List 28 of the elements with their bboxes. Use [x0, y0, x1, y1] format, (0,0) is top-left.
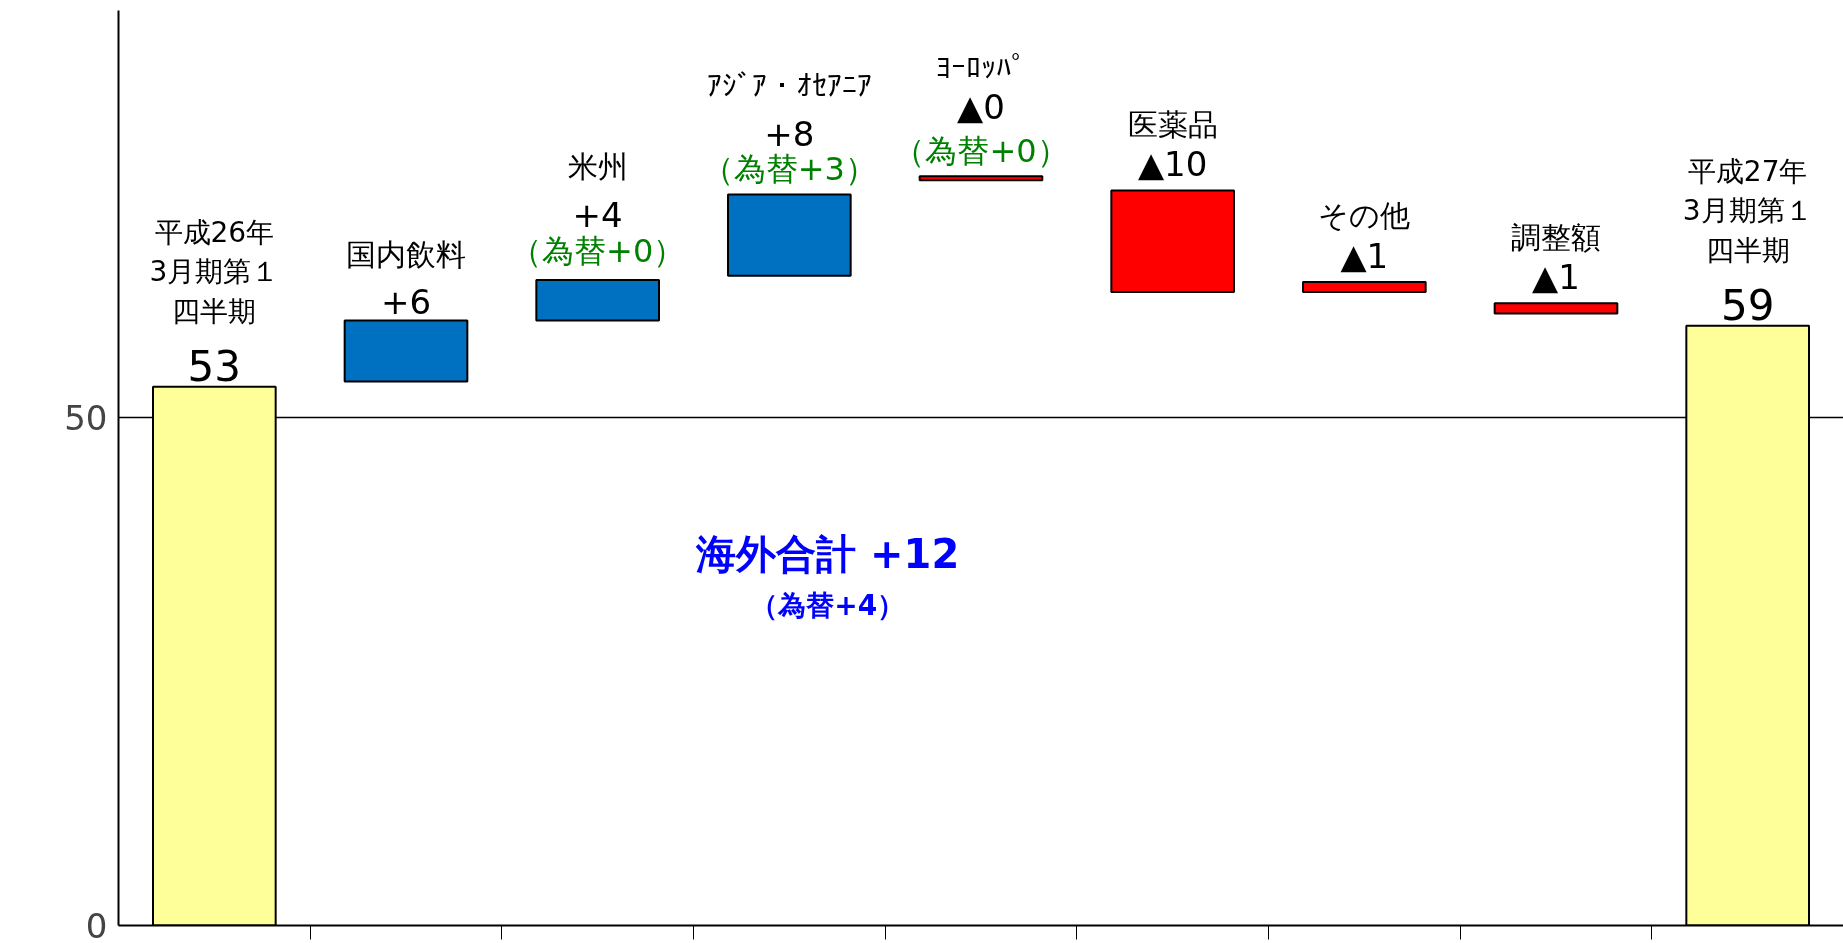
x-tick-label: 米州: [567, 149, 628, 185]
bar: [535, 278, 660, 322]
annotation: （為替+4）: [750, 588, 906, 622]
data-label: 59: [1720, 280, 1775, 330]
bar: [727, 193, 852, 277]
data-label: ▲10: [1137, 144, 1208, 185]
x-tick-label: その他: [1318, 198, 1411, 234]
data-label: ▲1: [1532, 257, 1580, 298]
y-tick-label: 0: [85, 906, 108, 943]
x-tick-label: 医薬品: [1127, 106, 1218, 142]
bar: [343, 319, 469, 383]
data-label: +6: [380, 282, 432, 323]
y-tick-label: 50: [64, 397, 108, 438]
data-label: 53: [187, 341, 242, 391]
x-tick-label: 平成27年3月期第１四半期: [1682, 154, 1813, 267]
x-tick-label: 調整額: [1511, 219, 1601, 255]
data-label: ▲0: [957, 87, 1005, 128]
bar: [1493, 302, 1619, 315]
bar: [1110, 189, 1235, 294]
x-tick-label: 国内飲料: [346, 236, 466, 272]
x-tick-label: ｱｼﾞｱ・ｵｾｱﾆｱ: [706, 68, 872, 104]
bar: [1302, 280, 1427, 294]
x-tick-label: 平成26年3月期第１四半期: [149, 215, 280, 328]
annotation: （為替+0）: [893, 132, 1069, 171]
x-tick-label: ﾖｰﾛｯﾊﾟ: [936, 49, 1026, 85]
data-label: ▲1: [1340, 235, 1389, 276]
bar: [918, 175, 1044, 182]
annotation: 海外合計 +12: [695, 531, 960, 578]
